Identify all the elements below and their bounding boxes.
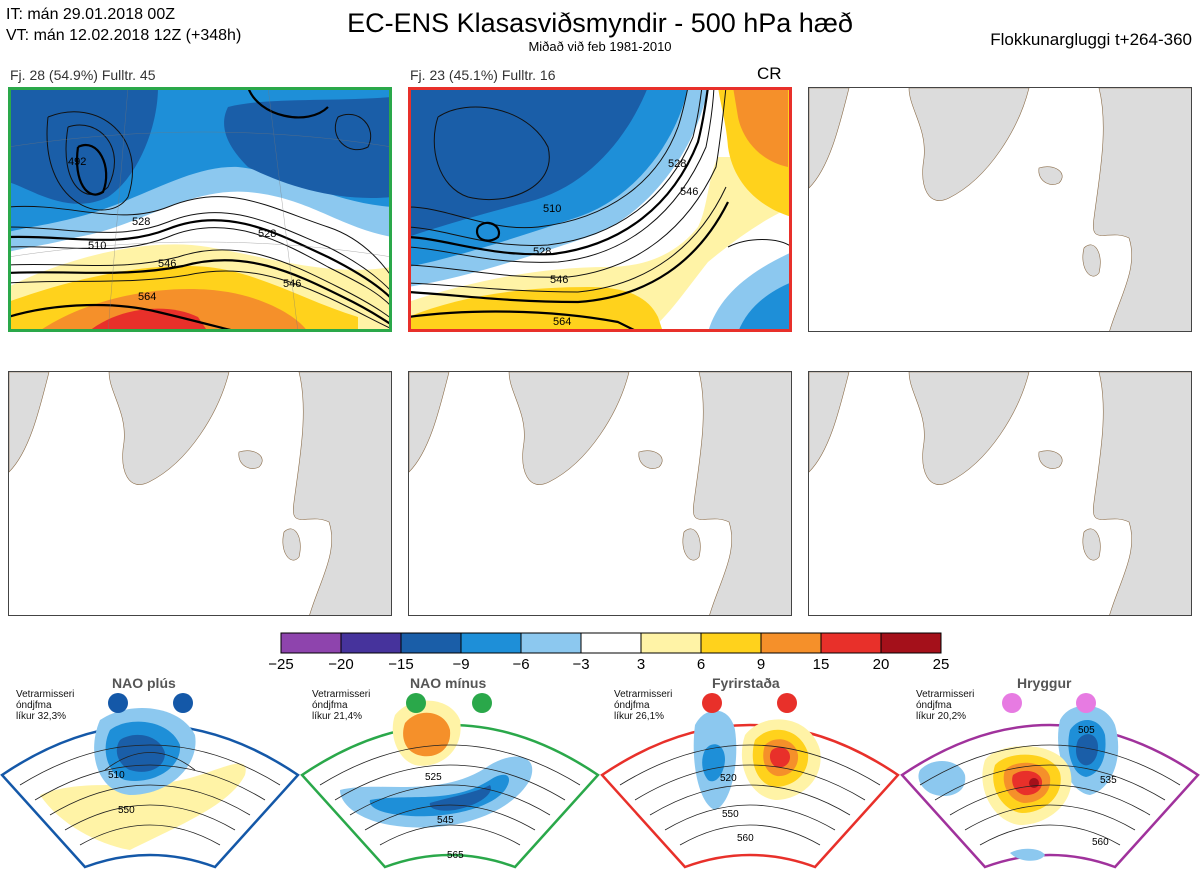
- regime-2-note: Vetrarmisseri óndjfma líkur 21,4%: [312, 689, 371, 722]
- regime-blocking: 520 550 560 Fyrirstaða Vetrarmisseri ónd…: [600, 675, 900, 871]
- colorbar-swatch: [640, 632, 702, 654]
- regime-2-dot-a: [406, 693, 426, 713]
- regime-4-note: Vetrarmisseri óndjfma líkur 20,2%: [916, 689, 975, 722]
- regime-2-dot-b: [472, 693, 492, 713]
- r4-label-0: 505: [1078, 725, 1095, 736]
- regime-1-svg: 510 550: [0, 708, 300, 869]
- regime-1-dot-a: [108, 693, 128, 713]
- empty-map-panel: [808, 371, 1192, 616]
- r1-label-0: 510: [108, 770, 125, 781]
- c1-label-0: 510: [88, 240, 106, 252]
- colorbar-swatch: [340, 632, 402, 654]
- clustering-window: Flokkunargluggi t+264-360: [990, 30, 1192, 49]
- c1-label-3: 564: [138, 291, 156, 303]
- colorbar-tick-label: 3: [636, 656, 646, 673]
- c2-label-0: 510: [543, 203, 561, 215]
- cluster-1-label: Fj. 28 (54.9%) Fulltr. 45: [10, 67, 156, 83]
- cluster-1-map[interactable]: 510 528 546 564 492 528 546: [8, 87, 392, 332]
- colorbar-swatch: [400, 632, 462, 654]
- valid-time: VT: mán 12.02.2018 12Z (+348h): [6, 27, 242, 44]
- colorbar-tick-label: −3: [572, 656, 590, 673]
- colorbar-svg: [280, 632, 942, 654]
- regime-nao-minus: 525 545 565 NAO mínus Vetrarmisseri óndj…: [300, 675, 600, 871]
- empty-map-panel: [8, 371, 392, 616]
- regime-4-dot-b: [1076, 693, 1096, 713]
- regime-3-dot-a: [702, 693, 722, 713]
- regime-nao-plus: 510 550 NAO plús Vetrarmisseri óndjfma l…: [0, 675, 300, 871]
- regime-1-note: Vetrarmisseri óndjfma líkur 32,3%: [16, 689, 75, 722]
- cluster-2-label: Fj. 23 (45.1%) Fulltr. 16: [410, 67, 556, 83]
- c1-label-6: 546: [283, 278, 301, 290]
- cluster-2-map[interactable]: 510 528 546 564 528 546: [408, 87, 792, 332]
- regime-3-note: Vetrarmisseri óndjfma líkur 26,1%: [614, 689, 673, 722]
- colorbar-tick-label: 20: [872, 656, 890, 673]
- c2-label-2: 546: [550, 274, 568, 286]
- regime-ridge: 505 535 560 Hryggur Vetrarmisseri óndjfm…: [900, 675, 1200, 871]
- c1-label-5: 528: [258, 228, 276, 240]
- colorbar-swatch: [520, 632, 582, 654]
- regime-3-dot-b: [777, 693, 797, 713]
- colorbar-swatch: [460, 632, 522, 654]
- colorbar-tick-label: −25: [268, 656, 294, 673]
- basemap-land: [409, 372, 791, 615]
- regime-4-dot-a: [1002, 693, 1022, 713]
- initial-time: IT: mán 29.01.2018 00Z: [6, 6, 175, 23]
- cluster-1-svg: 510 528 546 564 492 528 546: [8, 87, 392, 332]
- colorbar-swatch: [580, 632, 642, 654]
- colorbar-tick-label: −9: [452, 656, 470, 673]
- regime-1-name: NAO plús: [112, 675, 176, 691]
- r1-label-1: 550: [118, 805, 135, 816]
- r2-label-0: 525: [425, 772, 442, 783]
- regime-2-name: NAO mínus: [410, 675, 487, 691]
- colorbar-swatch: [760, 632, 822, 654]
- basemap-land: [809, 88, 1191, 331]
- cluster-2-tag: CR: [757, 64, 782, 83]
- colorbar-swatch: [280, 632, 342, 654]
- colorbar-tick-label: 9: [756, 656, 766, 673]
- r3-label-1: 550: [722, 809, 739, 820]
- header-info: IT: mán 29.01.2018 00Z VT: mán 12.02.201…: [6, 4, 241, 46]
- cluster-2-svg: 510 528 546 564 528 546: [408, 87, 792, 332]
- page-title: EC-ENS Klasasviðsmyndir - 500 hPa hæð: [347, 8, 853, 38]
- colorbar-swatch: [820, 632, 882, 654]
- r2-label-1: 545: [437, 815, 454, 826]
- colorbar-tick-label: 25: [932, 656, 950, 673]
- regime-3-svg: 520 550 560: [600, 710, 900, 869]
- colorbar-tick-label: −6: [512, 656, 530, 673]
- colorbar-tick-label: 15: [812, 656, 830, 673]
- colorbar: [280, 632, 943, 659]
- r4-label-1: 535: [1100, 775, 1117, 786]
- c1-label-2: 546: [158, 258, 176, 270]
- colorbar-tick-label: −15: [388, 656, 414, 673]
- r2-label-2: 565: [447, 850, 464, 861]
- colorbar-swatch: [700, 632, 762, 654]
- regime-1-dot-b: [173, 693, 193, 713]
- c1-label-4: 492: [68, 156, 86, 168]
- empty-map-panel: [808, 87, 1192, 332]
- basemap-land: [9, 372, 391, 615]
- r3-label-2: 560: [737, 833, 754, 844]
- c2-label-3: 564: [553, 316, 571, 328]
- regime-3-name: Fyrirstaða: [712, 675, 780, 691]
- c1-label-1: 528: [132, 216, 150, 228]
- r4-label-2: 560: [1092, 837, 1109, 848]
- colorbar-swatch: [880, 632, 942, 654]
- r3-label-0: 520: [720, 773, 737, 784]
- empty-map-panel: [408, 371, 792, 616]
- regime-4-name: Hryggur: [1017, 675, 1072, 691]
- regime-4-svg: 505 535 560: [900, 705, 1200, 869]
- basemap-land: [809, 372, 1191, 615]
- page-subtitle: Miðað við feb 1981-2010: [528, 39, 672, 54]
- c2-label-1: 528: [533, 246, 551, 258]
- c2-label-5: 546: [680, 186, 698, 198]
- colorbar-tick-label: 6: [696, 656, 706, 673]
- colorbar-tick-label: −20: [328, 656, 354, 673]
- c2-label-4: 528: [668, 158, 686, 170]
- regime-2-svg: 525 545 565: [300, 700, 600, 869]
